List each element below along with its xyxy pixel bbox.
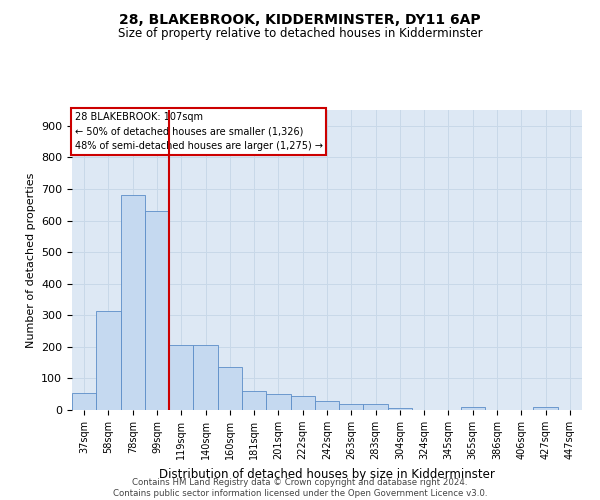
Text: Size of property relative to detached houses in Kidderminster: Size of property relative to detached ho…	[118, 28, 482, 40]
Bar	[242, 391, 266, 410]
Bar	[193, 346, 218, 410]
Bar	[218, 368, 242, 410]
Bar	[533, 407, 558, 410]
Bar	[169, 346, 193, 410]
Bar	[364, 404, 388, 410]
Bar	[72, 392, 96, 410]
Bar	[145, 211, 169, 410]
Bar	[339, 404, 364, 410]
Bar	[290, 396, 315, 410]
Bar	[266, 394, 290, 410]
X-axis label: Distribution of detached houses by size in Kidderminster: Distribution of detached houses by size …	[159, 468, 495, 480]
Text: 28 BLAKEBROOK: 107sqm
← 50% of detached houses are smaller (1,326)
48% of semi-d: 28 BLAKEBROOK: 107sqm ← 50% of detached …	[74, 112, 323, 151]
Bar	[121, 196, 145, 410]
Bar	[388, 408, 412, 410]
Bar	[315, 400, 339, 410]
Text: Contains HM Land Registry data © Crown copyright and database right 2024.
Contai: Contains HM Land Registry data © Crown c…	[113, 478, 487, 498]
Text: 28, BLAKEBROOK, KIDDERMINSTER, DY11 6AP: 28, BLAKEBROOK, KIDDERMINSTER, DY11 6AP	[119, 12, 481, 26]
Bar	[461, 407, 485, 410]
Bar	[96, 310, 121, 410]
Y-axis label: Number of detached properties: Number of detached properties	[26, 172, 35, 348]
